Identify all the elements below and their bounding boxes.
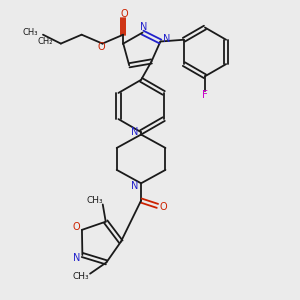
- Text: CH₃: CH₃: [73, 272, 89, 281]
- Text: O: O: [97, 42, 105, 52]
- Text: N: N: [163, 34, 171, 44]
- Text: F: F: [202, 90, 208, 100]
- Text: O: O: [160, 202, 167, 212]
- Text: CH₃: CH₃: [22, 28, 38, 37]
- Text: O: O: [120, 9, 128, 19]
- Text: N: N: [131, 127, 138, 137]
- Text: N: N: [140, 22, 148, 32]
- Text: O: O: [72, 222, 80, 232]
- Text: CH₂: CH₂: [38, 37, 53, 46]
- Text: N: N: [73, 253, 80, 263]
- Text: N: N: [131, 181, 138, 191]
- Text: CH₃: CH₃: [86, 196, 103, 206]
